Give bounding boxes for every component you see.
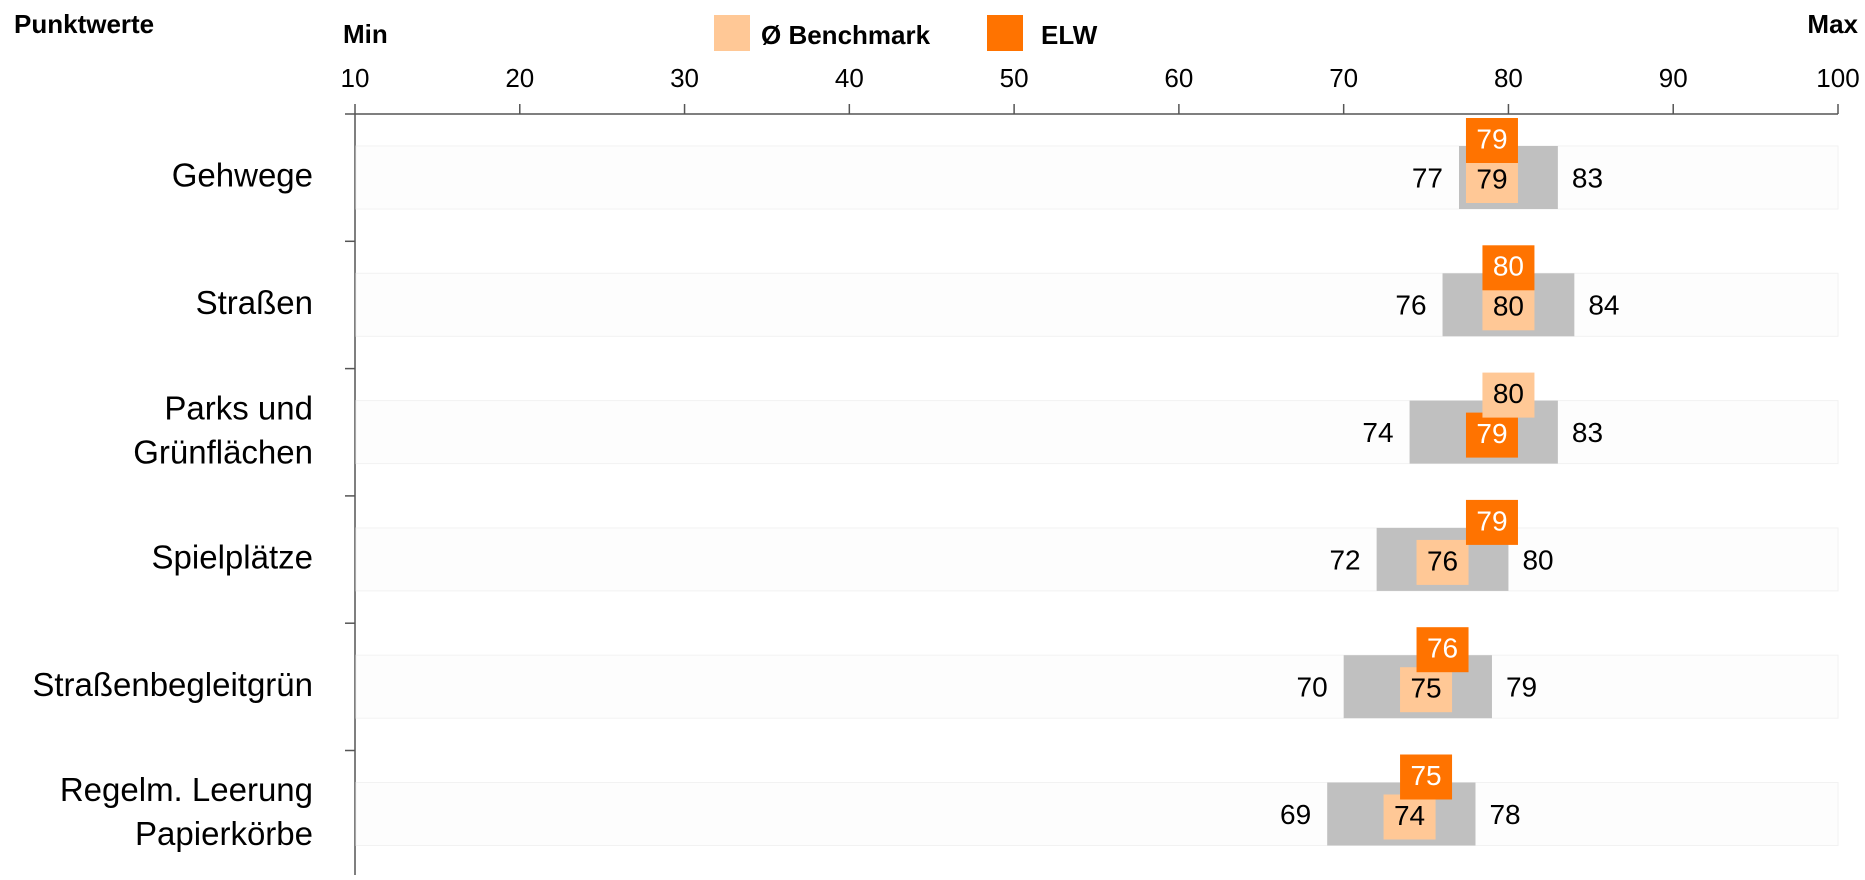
legend-label: Ø Benchmark bbox=[761, 20, 931, 50]
marker: 79 bbox=[1465, 158, 1518, 203]
x-tick-label: 60 bbox=[1164, 63, 1193, 93]
marker-box bbox=[1482, 372, 1535, 418]
min-value-label: 69 bbox=[1280, 799, 1311, 830]
category-label: Papierkörbe bbox=[135, 815, 313, 852]
marker: 79 bbox=[1465, 499, 1518, 545]
marker-label: 79 bbox=[1476, 163, 1507, 194]
marker: 80 bbox=[1482, 285, 1535, 331]
marker-box bbox=[1465, 158, 1518, 203]
category-label: Spielplätze bbox=[152, 539, 313, 576]
marker-box bbox=[1465, 412, 1518, 458]
marker-label: 79 bbox=[1476, 123, 1507, 154]
category-label: Parks und bbox=[164, 389, 313, 426]
max-value-label: 83 bbox=[1572, 162, 1603, 193]
row-band bbox=[355, 654, 1839, 719]
chart-title: Punktwerte bbox=[14, 9, 154, 39]
marker-label: 79 bbox=[1476, 505, 1507, 536]
marker: 79 bbox=[1465, 412, 1518, 458]
x-tick-label: 20 bbox=[505, 63, 534, 93]
marker: 80 bbox=[1482, 372, 1535, 418]
x-tick-label: 50 bbox=[1000, 63, 1029, 93]
max-value-label: 84 bbox=[1588, 290, 1619, 321]
marker: 74 bbox=[1383, 794, 1436, 840]
marker: 76 bbox=[1416, 627, 1469, 673]
marker-box bbox=[1400, 754, 1453, 800]
marker-box bbox=[1482, 245, 1535, 291]
axis-max-label: Max bbox=[1807, 9, 1858, 39]
row-band bbox=[355, 782, 1839, 846]
legend-swatch bbox=[987, 15, 1023, 51]
marker-box bbox=[1400, 667, 1453, 713]
x-tick-label: 40 bbox=[835, 63, 864, 93]
x-tick-label: 100 bbox=[1816, 63, 1859, 93]
marker: 75 bbox=[1400, 754, 1453, 800]
max-value-label: 80 bbox=[1522, 544, 1553, 575]
marker-box bbox=[1416, 627, 1469, 673]
marker-label: 75 bbox=[1410, 673, 1441, 704]
marker-label: 79 bbox=[1476, 418, 1507, 449]
marker-label: 76 bbox=[1427, 545, 1458, 576]
marker-box bbox=[1465, 499, 1518, 545]
marker-label: 76 bbox=[1427, 633, 1458, 664]
max-value-label: 83 bbox=[1572, 417, 1603, 448]
category-label: Grünflächen bbox=[133, 433, 313, 470]
marker-box bbox=[1416, 539, 1469, 585]
x-tick-label: 80 bbox=[1494, 63, 1523, 93]
category-label: Regelm. Leerung bbox=[60, 771, 313, 808]
x-tick-label: 90 bbox=[1659, 63, 1688, 93]
min-value-label: 74 bbox=[1362, 417, 1393, 448]
category-label: Gehwege bbox=[172, 157, 313, 194]
x-tick-label: 10 bbox=[341, 63, 370, 93]
row-band bbox=[355, 527, 1839, 592]
marker: 75 bbox=[1400, 667, 1453, 713]
marker-label: 80 bbox=[1493, 291, 1524, 322]
marker-box bbox=[1482, 285, 1535, 331]
row-band bbox=[355, 145, 1839, 210]
row-band bbox=[355, 272, 1839, 337]
axis-min-label: Min bbox=[343, 19, 388, 49]
marker-label: 80 bbox=[1493, 251, 1524, 282]
min-value-label: 70 bbox=[1297, 672, 1328, 703]
max-value-label: 78 bbox=[1489, 799, 1520, 830]
x-tick-label: 30 bbox=[670, 63, 699, 93]
marker: 79 bbox=[1465, 118, 1518, 163]
x-tick-label: 70 bbox=[1329, 63, 1358, 93]
marker-label: 75 bbox=[1410, 760, 1441, 791]
category-label: Straßenbegleitgrün bbox=[32, 666, 313, 703]
min-value-label: 72 bbox=[1329, 544, 1360, 575]
max-value-label: 79 bbox=[1506, 672, 1537, 703]
marker: 76 bbox=[1416, 539, 1469, 585]
marker-label: 74 bbox=[1394, 800, 1425, 831]
marker-label: 80 bbox=[1493, 378, 1524, 409]
min-value-label: 77 bbox=[1412, 162, 1443, 193]
legend-swatch bbox=[714, 15, 750, 51]
category-label: Straßen bbox=[196, 284, 313, 321]
legend-label: ELW bbox=[1041, 20, 1098, 50]
row-band bbox=[355, 400, 1839, 465]
marker-box bbox=[1383, 794, 1436, 840]
marker-box bbox=[1465, 118, 1518, 163]
marker: 80 bbox=[1482, 245, 1535, 291]
min-value-label: 76 bbox=[1395, 290, 1426, 321]
